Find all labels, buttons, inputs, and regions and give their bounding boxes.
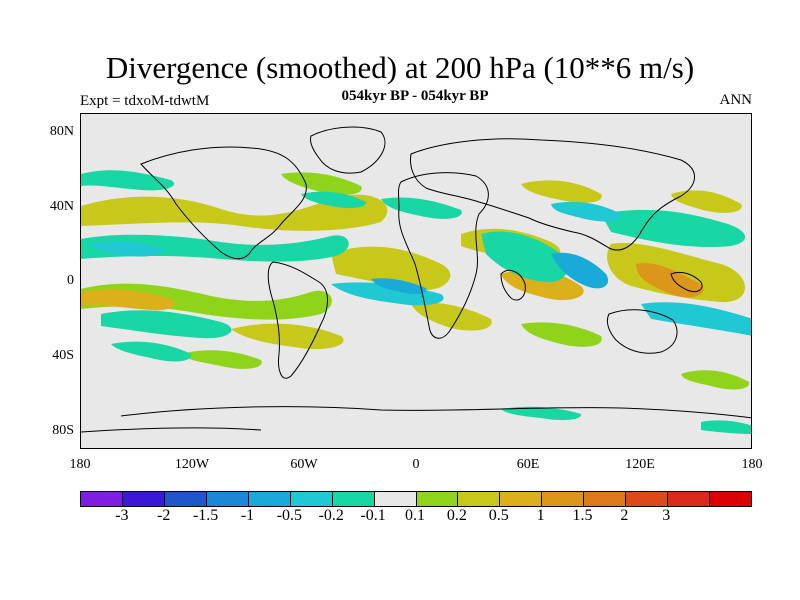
plot-subtitle: 054kyr BP - 054kyr BP: [341, 88, 489, 104]
colorbar-tick-label: -1.5: [192, 507, 219, 524]
colorbar-tick-label: 1.5: [572, 507, 593, 524]
colorbar-swatch: [248, 492, 291, 506]
lat-label-40n: 40N: [49, 199, 74, 214]
map-svg: [81, 126, 751, 434]
colorbar-tick-label: -1: [240, 507, 255, 524]
colorbar-tick-label: 0.1: [405, 507, 425, 524]
experiment-label: Expt = tdxoM-tdwtM: [80, 93, 210, 109]
colorbar-swatch: [416, 492, 459, 506]
colorbar-swatch: [458, 492, 501, 506]
colorbar-swatch: [584, 492, 627, 506]
colorbar-tick-label: 0.2: [446, 507, 467, 524]
colorbar-swatch: [81, 492, 123, 506]
lon-label-120w: 120W: [174, 457, 210, 472]
colorbar: [80, 491, 752, 507]
colorbar-swatch: [332, 492, 375, 506]
colorbar-swatch: [206, 492, 249, 506]
colorbar-swatch: [668, 492, 711, 506]
colorbar-swatch: [374, 492, 417, 506]
colorbar-tick-label: 2: [620, 507, 629, 524]
lon-label-180e: 180: [741, 457, 763, 472]
colorbar-swatch: [626, 492, 669, 506]
colorbar-tick-label: -0.5: [276, 507, 303, 524]
map-panel: [80, 113, 752, 449]
colorbar-tick-label: 0.5: [488, 507, 509, 524]
lon-label-180w: 180: [69, 457, 91, 472]
plot-title: Divergence (smoothed) at 200 hPa (10**6 …: [105, 50, 695, 85]
colorbar-tick-label: 1: [536, 507, 545, 524]
lon-label-0: 0: [412, 457, 420, 472]
colorbar-tick-label: -0.2: [318, 507, 344, 524]
lon-label-120e: 120E: [625, 457, 655, 472]
colorbar-swatch: [710, 492, 751, 506]
colorbar-tick-label: -2: [157, 507, 171, 524]
lat-label-40s: 40S: [52, 348, 74, 363]
negative-divergence-areas: [81, 170, 751, 434]
lat-label-80s: 80S: [52, 423, 74, 438]
lon-label-60w: 60W: [290, 457, 318, 472]
colorbar-swatch: [164, 492, 207, 506]
colorbar-swatch: [290, 492, 333, 506]
colorbar-swatch: [542, 492, 585, 506]
colorbar-tick-label: 3: [662, 507, 671, 524]
colorbar-swatch: [500, 492, 543, 506]
lat-label-equator: 0: [67, 273, 74, 288]
season-label: ANN: [719, 92, 753, 108]
colorbar-tick-label: -3: [115, 507, 129, 524]
lon-label-60e: 60E: [516, 457, 540, 472]
lat-label-80n: 80N: [49, 124, 74, 139]
colorbar-swatch: [122, 492, 165, 506]
colorbar-tick-label: -0.1: [360, 507, 386, 524]
coastlines: [81, 126, 751, 433]
